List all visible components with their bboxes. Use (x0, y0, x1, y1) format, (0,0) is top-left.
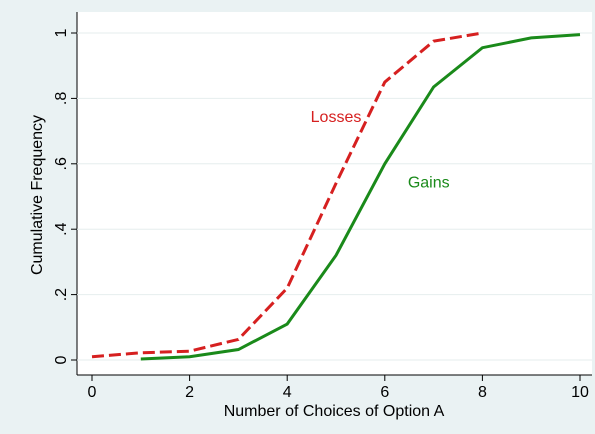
y-axis-title: Cumulative Frequency (29, 115, 46, 275)
annotation: Losses (311, 109, 362, 126)
y-tick-label: 1 (53, 28, 70, 37)
y-tick-label: .8 (53, 92, 70, 105)
y-tick-label: .2 (53, 288, 70, 301)
y-tick-label: .6 (53, 157, 70, 170)
x-tick-label: 4 (283, 384, 292, 401)
x-tick-label: 2 (185, 384, 194, 401)
series-line (140, 33, 581, 361)
x-tick-label: 8 (478, 384, 487, 401)
x-tick-label: 10 (571, 384, 589, 401)
plot-area (77, 12, 592, 375)
x-tick-label: 0 (88, 384, 97, 401)
annotation: Gains (408, 175, 450, 192)
y-tick-label: 0 (53, 355, 70, 364)
y-tick-label: .4 (53, 222, 70, 235)
x-tick-label: 6 (380, 384, 389, 401)
x-axis-title: Number of Choices of Option A (224, 403, 445, 420)
